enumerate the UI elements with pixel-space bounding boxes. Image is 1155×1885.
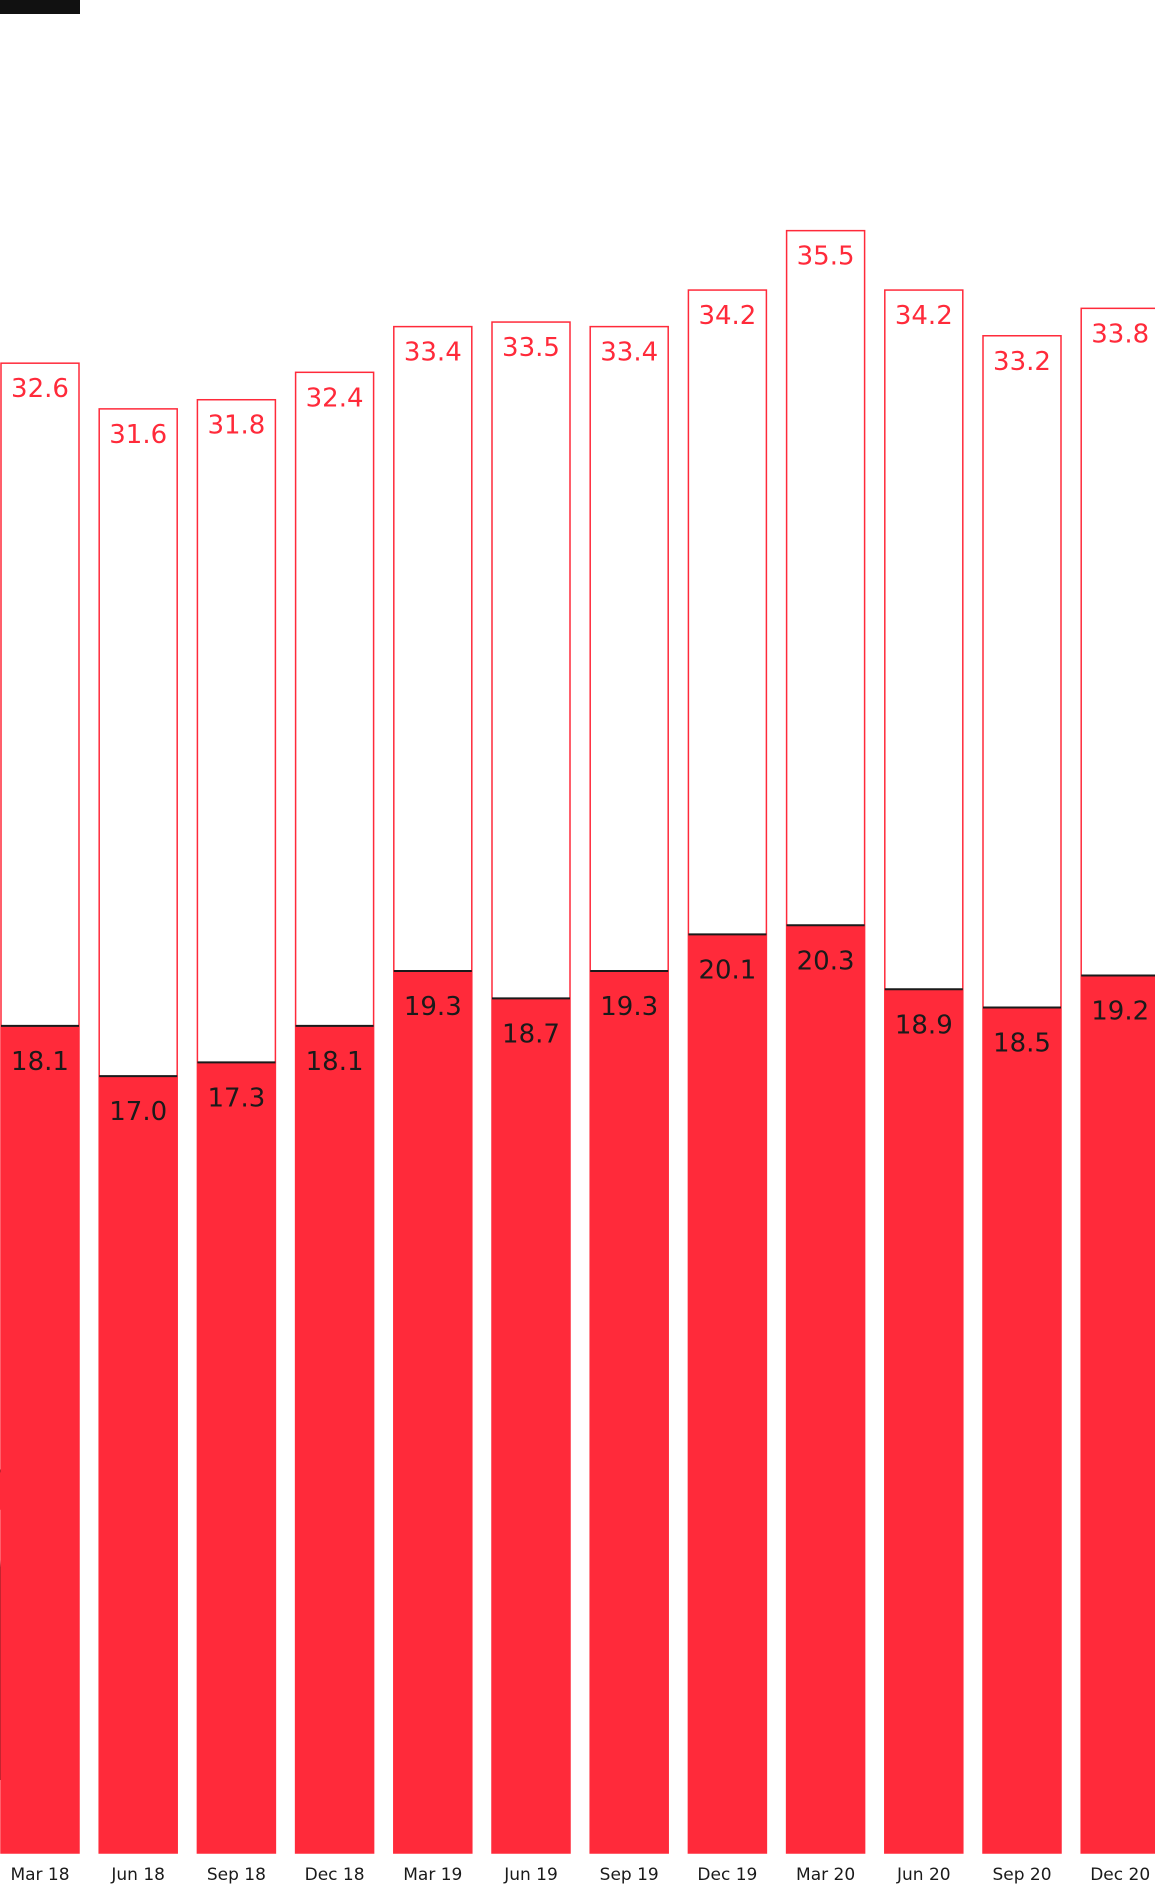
filled-bar-dec-18 — [295, 1025, 374, 1853]
x-tick-label-jun-20: Jun 20 — [896, 1865, 951, 1885]
x-tick-label-jun-19: Jun 19 — [503, 1865, 558, 1885]
x-tick-label-mar-20: Mar 20 — [796, 1865, 855, 1885]
filled-value-label-jun-19: 18.7 — [502, 1019, 560, 1049]
filled-value-label-jun-18: 17.0 — [109, 1097, 167, 1127]
filled-bar-dec-20 — [1081, 975, 1155, 1853]
total-value-label-sep-19: 33.4 — [600, 338, 658, 368]
x-tick-label-dec-19: Dec 19 — [697, 1865, 757, 1885]
filled-value-label-mar-18: 18.1 — [11, 1047, 69, 1077]
filled-value-label-sep-19: 19.3 — [600, 992, 658, 1022]
filled-value-label-jun-20: 18.9 — [895, 1010, 953, 1040]
total-value-label-mar-19: 33.4 — [404, 338, 462, 368]
filled-bar-sep-18 — [197, 1062, 276, 1853]
total-value-label-jun-18: 31.6 — [109, 420, 167, 450]
x-axis-ticks-group: Mar 18 Jun 18 Sep 18 Dec 18 Mar 19 Jun 19 Sep … — [10, 1865, 1150, 1885]
x-tick-label-mar-19: Mar 19 — [403, 1865, 462, 1885]
filled-value-label-mar-20: 20.3 — [797, 946, 855, 976]
total-value-label-dec-18: 32.4 — [306, 383, 364, 413]
total-value-label-jun-19: 33.5 — [502, 333, 560, 363]
value-labels-group: 32.6 18.1 31.6 17.0 31.8 17.3 32.4 18.1 33.4 19.3… — [11, 242, 1149, 1127]
filled-bar-sep-19 — [590, 970, 669, 1853]
filled-value-label-sep-20: 18.5 — [993, 1029, 1051, 1059]
cropped-title-fragment — [0, 0, 80, 14]
filled-bar-mar-19 — [393, 970, 472, 1853]
total-value-label-dec-19: 34.2 — [698, 301, 756, 331]
x-tick-label-dec-18: Dec 18 — [305, 1865, 365, 1885]
x-tick-label-sep-20: Sep 20 — [992, 1865, 1051, 1885]
filled-value-label-sep-18: 17.3 — [207, 1083, 265, 1113]
total-value-label-dec-20: 33.8 — [1091, 319, 1149, 349]
filled-bar-mar-18 — [1, 1025, 79, 1853]
total-value-label-sep-18: 31.8 — [207, 411, 265, 441]
filled-bar-jun-18 — [99, 1076, 178, 1853]
total-value-label-mar-20: 35.5 — [797, 242, 855, 272]
filled-value-label-dec-19: 20.1 — [698, 955, 756, 985]
x-tick-label-sep-19: Sep 19 — [600, 1865, 659, 1885]
bars-group — [0, 229, 1155, 1854]
total-value-label-sep-20: 33.2 — [993, 347, 1051, 377]
total-value-label-jun-20: 34.2 — [895, 301, 953, 331]
filled-value-label-dec-18: 18.1 — [306, 1047, 364, 1077]
filled-value-label-mar-19: 19.3 — [404, 992, 462, 1022]
x-tick-label-sep-18: Sep 18 — [207, 1865, 266, 1885]
x-tick-label-jun-18: Jun 18 — [110, 1865, 165, 1885]
total-value-label-mar-18: 32.6 — [11, 374, 69, 404]
filled-bar-mar-20 — [786, 925, 865, 1853]
filled-bar-sep-20 — [983, 1007, 1061, 1853]
filled-bar-jun-19 — [492, 998, 570, 1853]
x-tick-label-dec-20: Dec 20 — [1090, 1865, 1150, 1885]
x-tick-label-mar-18: Mar 18 — [10, 1865, 69, 1885]
filled-bar-dec-19 — [688, 934, 767, 1853]
filled-bar-jun-20 — [884, 989, 963, 1853]
filled-value-label-dec-20: 19.2 — [1091, 997, 1149, 1027]
